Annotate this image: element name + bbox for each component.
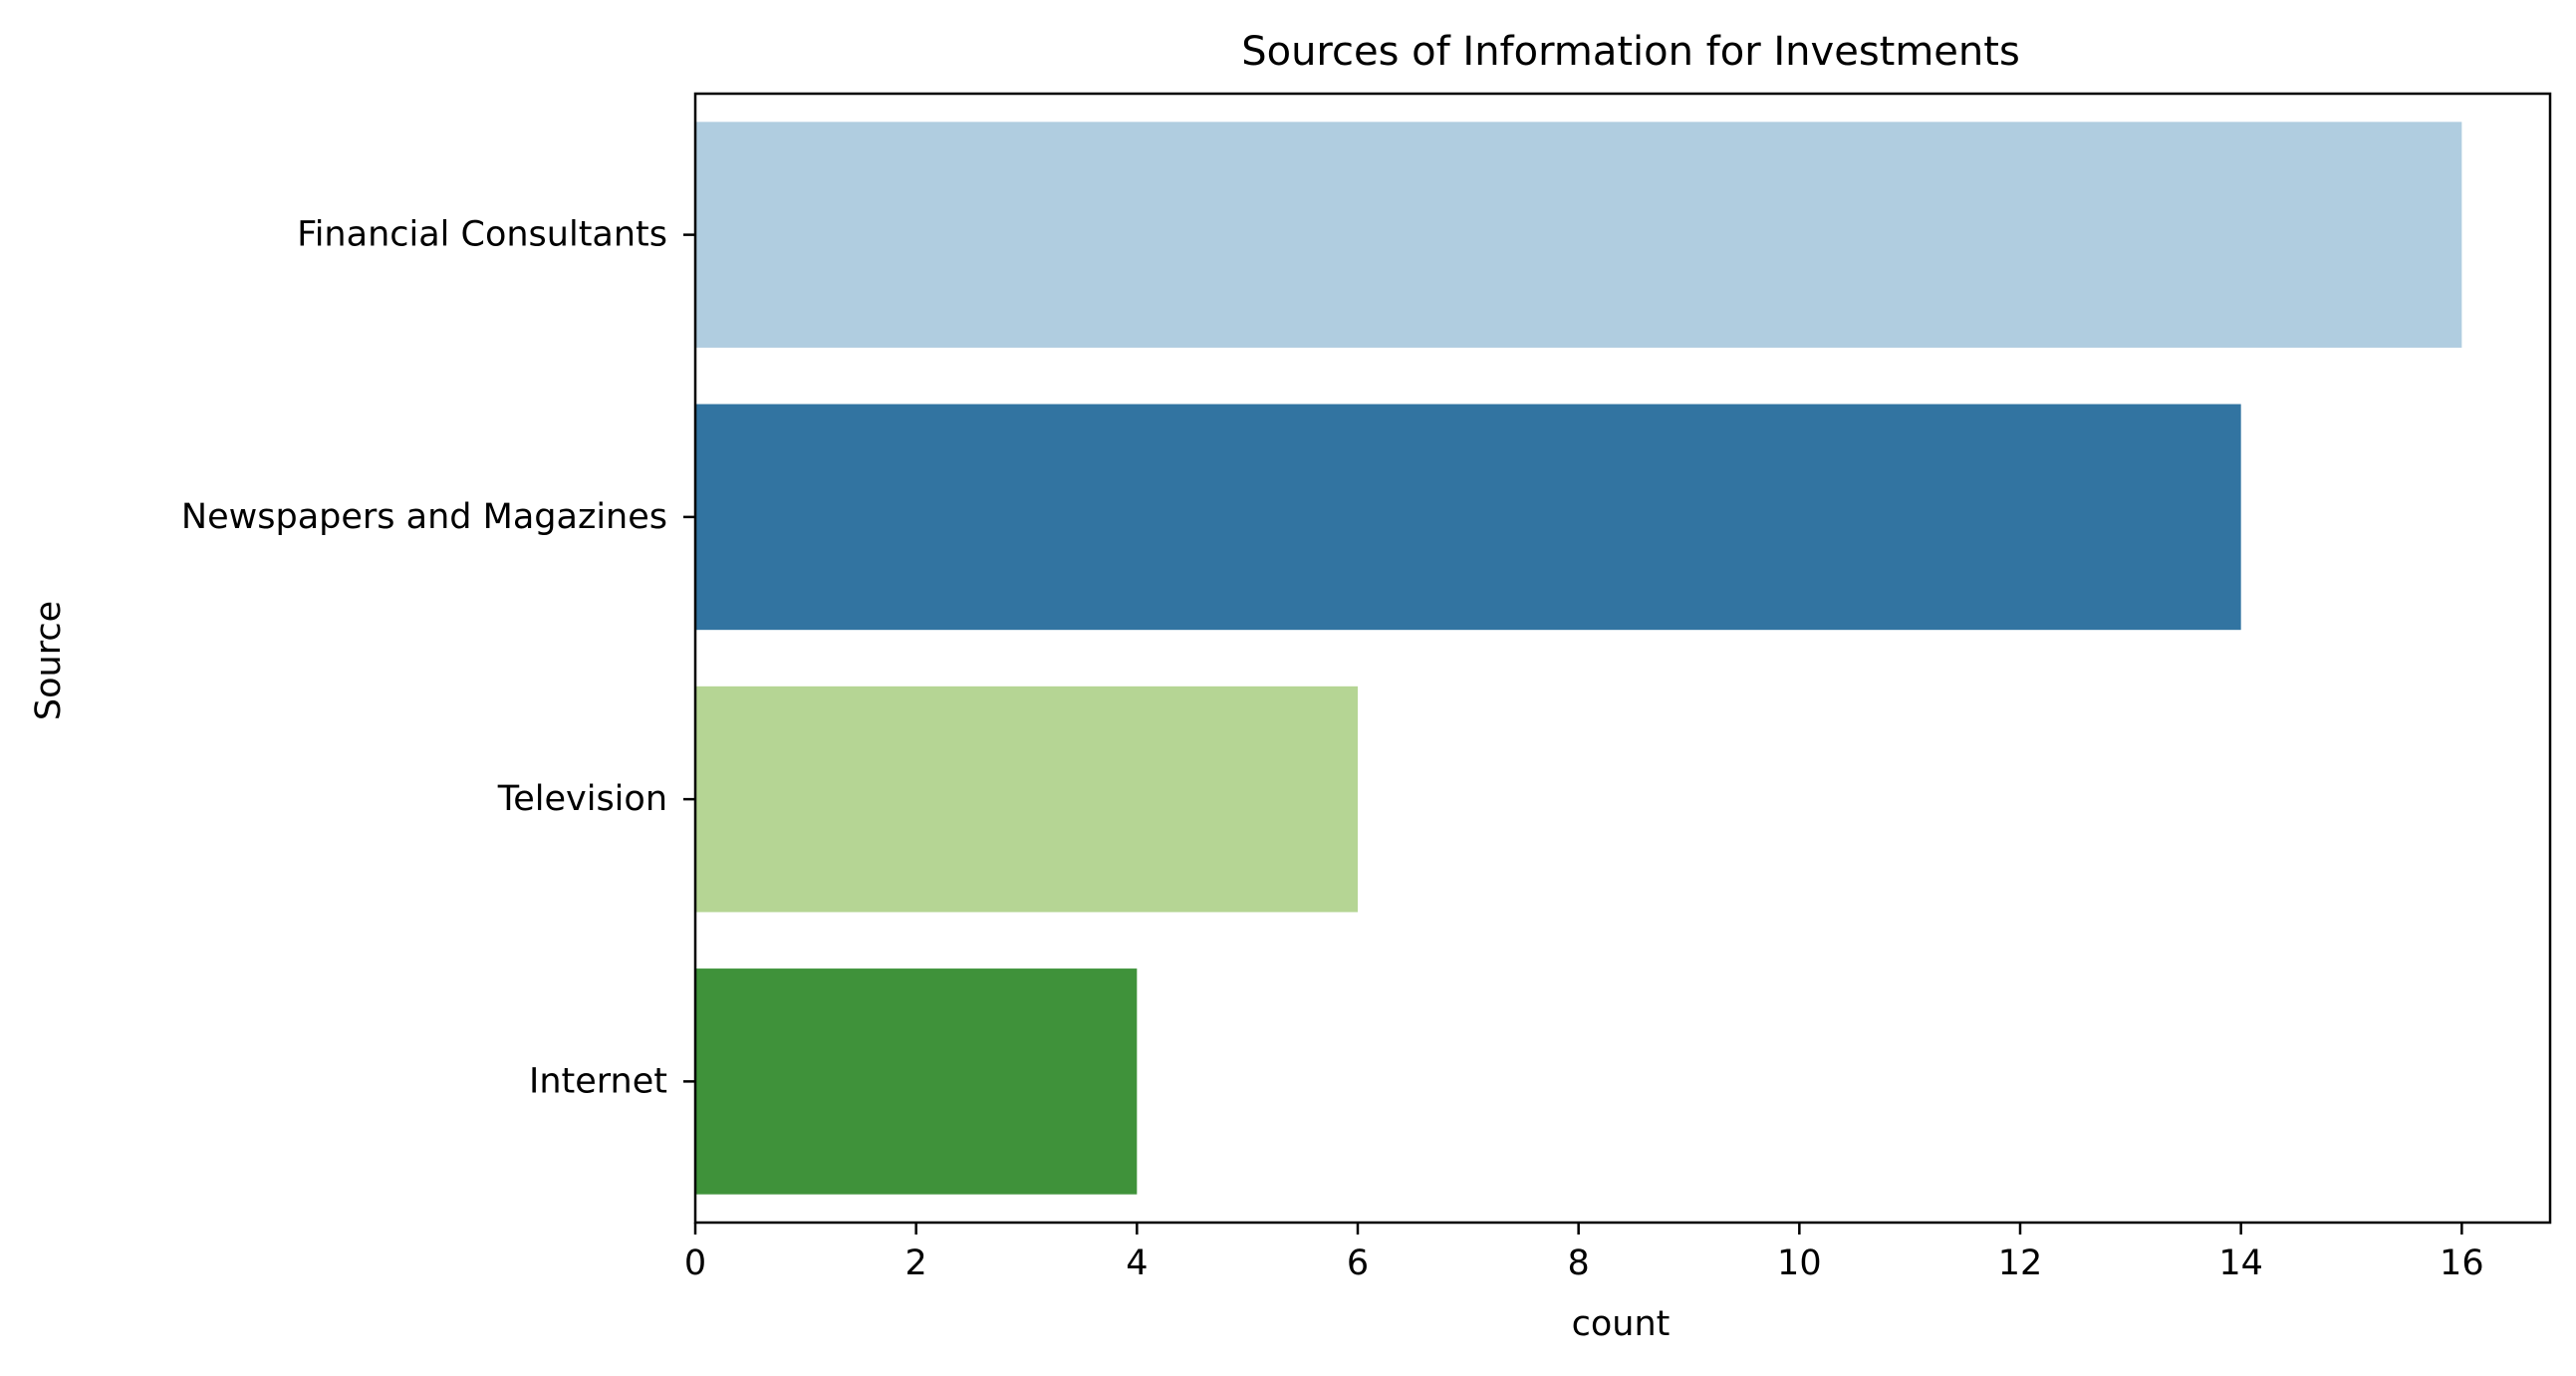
x-tick-label-0: 0 xyxy=(684,1243,706,1283)
x-tick-label-4: 8 xyxy=(1568,1243,1590,1283)
x-axis-label: count xyxy=(1572,1304,1671,1344)
x-tick-label-7: 14 xyxy=(2218,1243,2263,1283)
x-tick-label-8: 16 xyxy=(2440,1243,2484,1283)
bars-group xyxy=(695,122,2462,1195)
x-tick-label-5: 10 xyxy=(1777,1243,1822,1283)
y-axis-label: Source xyxy=(29,601,69,720)
x-tick-label-3: 6 xyxy=(1347,1243,1369,1283)
x-axis: 0 2 4 6 8 10 12 14 16 xyxy=(684,1223,2484,1283)
chart-title: Sources of Information for Investments xyxy=(1241,29,2020,75)
bar-0 xyxy=(695,122,2462,348)
y-tick-label-2: Television xyxy=(497,779,667,819)
bar-3 xyxy=(695,968,1138,1195)
y-tick-label-0: Financial Consultants xyxy=(297,215,667,255)
x-tick-label-2: 4 xyxy=(1126,1243,1148,1283)
bar-2 xyxy=(695,686,1358,913)
y-axis: Financial Consultants Newspapers and Maga… xyxy=(181,215,695,1101)
x-tick-label-6: 12 xyxy=(1998,1243,2043,1283)
x-tick-label-1: 2 xyxy=(905,1243,927,1283)
bar-1 xyxy=(695,404,2241,631)
y-tick-label-3: Internet xyxy=(529,1061,667,1101)
plot-frame xyxy=(693,92,2552,1225)
y-tick-label-1: Newspapers and Magazines xyxy=(181,497,667,537)
